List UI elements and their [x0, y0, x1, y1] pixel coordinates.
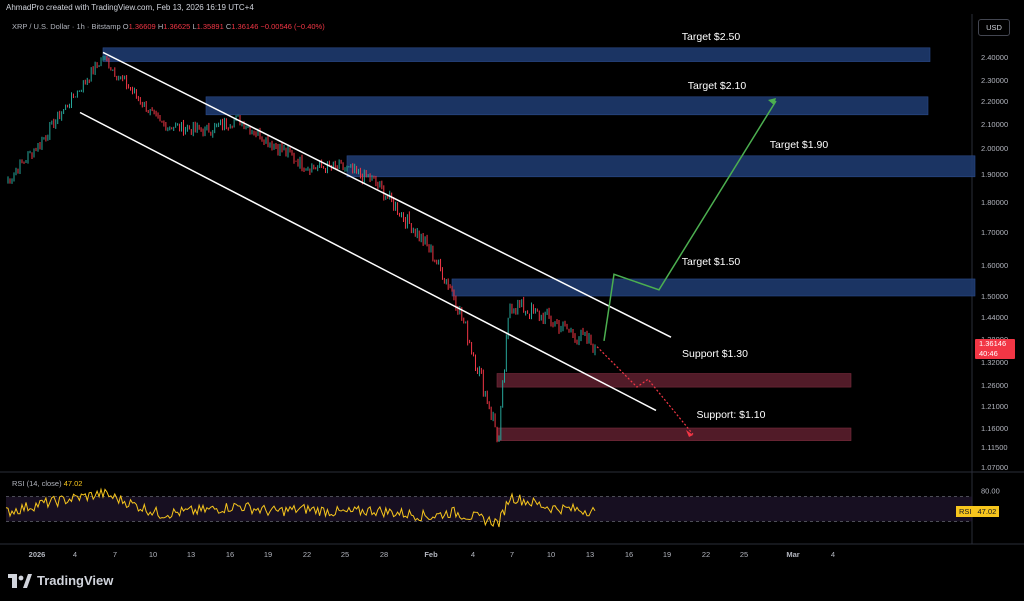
zone-support-4 [496, 373, 852, 388]
x-tick-label: 22 [702, 550, 710, 559]
zone-target-1 [205, 96, 929, 116]
low-label: L [192, 22, 197, 31]
x-tick-label: 4 [73, 550, 77, 559]
x-tick-label: 22 [303, 550, 311, 559]
change-value: −0.00546 (−0.40%) [260, 22, 325, 31]
x-tick-label: 7 [510, 550, 514, 559]
zone-label-0: Target $2.50 [682, 31, 741, 43]
rsi-level-label: 80.00 [981, 486, 1000, 495]
rsi-label: RSI (14, close) [12, 479, 62, 488]
x-tick-label: Mar [786, 550, 799, 559]
x-tick-label: 16 [226, 550, 234, 559]
symbol-legend: XRP / U.S. Dollar · 1h · Bitstamp O1.366… [12, 22, 325, 31]
tradingview-logo[interactable]: TradingView [8, 573, 113, 588]
x-tick-label: 7 [113, 550, 117, 559]
currency-button[interactable]: USD [978, 19, 1010, 36]
x-tick-label: 2026 [29, 550, 46, 559]
x-tick-label: Feb [424, 550, 438, 559]
y-tick-label: 2.20000 [981, 97, 1008, 106]
y-tick-label: 2.10000 [981, 120, 1008, 129]
low-value: 1.35891 [196, 22, 224, 31]
zone-target-3 [451, 278, 976, 297]
y-tick-label: 1.07000 [981, 463, 1008, 472]
x-tick-label: 19 [663, 550, 671, 559]
x-tick-label: 4 [831, 550, 835, 559]
rsi-value: 47.02 [63, 479, 83, 488]
rsi-tag-value: 47.02 [974, 506, 1000, 517]
bearish-projection-line [596, 346, 694, 435]
rsi-tag-label: RSI [956, 506, 975, 517]
x-tick-label: 13 [586, 550, 594, 559]
symbol-label[interactable]: XRP / U.S. Dollar · 1h · Bitstamp [12, 22, 121, 31]
zone-target-2 [346, 155, 976, 178]
x-tick-label: 10 [547, 550, 555, 559]
y-tick-label: 2.40000 [981, 53, 1008, 62]
y-tick-label: 1.26000 [981, 381, 1008, 390]
y-tick-label: 1.90000 [981, 170, 1008, 179]
bullish-arrow-head [768, 98, 776, 105]
y-tick-label: 1.44000 [981, 313, 1008, 322]
y-tick-label: 2.30000 [981, 76, 1008, 85]
bullish-projection-line [603, 100, 777, 342]
open-label: O [122, 22, 129, 31]
x-tick-label: 4 [471, 550, 475, 559]
x-tick-label: 16 [625, 550, 633, 559]
close-value: 1.36146 [231, 22, 259, 31]
x-tick-label: 25 [740, 550, 748, 559]
y-tick-label: 2.00000 [981, 144, 1008, 153]
high-label: H [157, 22, 164, 31]
last-price-value: 1.36146 [979, 339, 1007, 348]
x-tick-label: 19 [264, 550, 272, 559]
x-tick-label: 25 [341, 550, 349, 559]
high-value: 1.36625 [163, 22, 191, 31]
rsi-legend[interactable]: RSI (14, close) 47.02 [12, 479, 82, 488]
y-tick-label: 1.21000 [981, 402, 1008, 411]
zone-label-4: Support $1.30 [682, 348, 748, 360]
tradingview-wordmark: TradingView [37, 573, 114, 588]
zone-target-0 [102, 47, 931, 62]
y-tick-label: 1.50000 [981, 292, 1008, 301]
channel-upper-line [102, 51, 672, 338]
credit-text: AhmadPro created with TradingView.com, F… [6, 3, 254, 12]
y-tick-label: 1.16000 [981, 424, 1008, 433]
close-label: C [225, 22, 232, 31]
zone-label-3: Target $1.50 [682, 256, 741, 268]
x-tick-label: 28 [380, 550, 388, 559]
y-tick-label: 1.60000 [981, 261, 1008, 270]
y-tick-label: 1.11500 [981, 443, 1008, 452]
zone-label-5: Support: $1.10 [697, 409, 766, 421]
x-tick-label: 10 [149, 550, 157, 559]
bar-countdown: 40:46 [979, 348, 998, 358]
rsi-price-tag: RSI 47.02 [956, 506, 1000, 517]
y-tick-label: 1.70000 [981, 228, 1008, 237]
last-price-tag: 1.36146 40:46 [975, 339, 1015, 359]
y-tick-label: 1.32000 [981, 358, 1008, 367]
zone-label-1: Target $2.10 [688, 80, 747, 92]
zone-label-2: Target $1.90 [770, 139, 829, 151]
channel-lower-line [79, 111, 657, 412]
rsi-line [5, 487, 596, 528]
tradingview-logo-icon [8, 573, 32, 588]
bearish-arrow-head [686, 430, 693, 437]
y-tick-label: 1.80000 [981, 198, 1008, 207]
zone-support-5 [496, 427, 852, 441]
open-value: 1.36609 [128, 22, 156, 31]
x-tick-label: 13 [187, 550, 195, 559]
